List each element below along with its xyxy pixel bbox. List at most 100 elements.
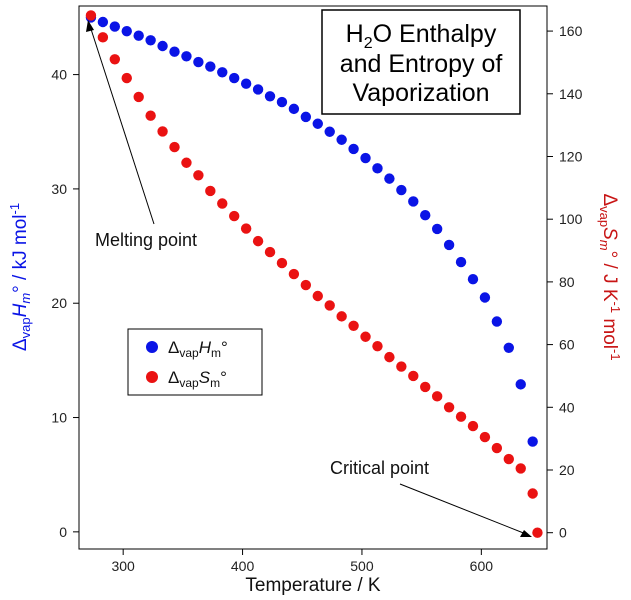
enthalpy-point bbox=[133, 30, 144, 41]
enthalpy-point bbox=[300, 111, 312, 123]
y-right-tick-label: 100 bbox=[559, 211, 583, 227]
legend: ΔvapHm° ΔvapSm° bbox=[127, 328, 263, 396]
enthalpy-point bbox=[205, 61, 216, 72]
annotation-melting-point-label: Melting point bbox=[95, 230, 197, 250]
x-tick-label: 500 bbox=[350, 558, 374, 574]
entropy-point bbox=[420, 381, 431, 393]
x-tick-label: 400 bbox=[231, 558, 255, 574]
enthalpy-point bbox=[455, 256, 467, 268]
chart-title-line1: H2O Enthalpy bbox=[346, 20, 497, 52]
y-right-tick-label: 160 bbox=[559, 23, 583, 39]
y-right-tick-label: 40 bbox=[559, 399, 575, 415]
entropy-point bbox=[324, 300, 335, 311]
entropy-point bbox=[408, 370, 419, 382]
enthalpy-point bbox=[145, 35, 156, 46]
enthalpy-point bbox=[467, 274, 479, 285]
y-left-tick-label: 30 bbox=[51, 181, 67, 197]
entropy-point bbox=[276, 257, 288, 269]
plot-frame bbox=[78, 5, 548, 550]
entropy-point bbox=[193, 170, 204, 181]
enthalpy-point bbox=[121, 25, 132, 37]
y-right-tick-label: 20 bbox=[559, 462, 575, 478]
enthalpy-point bbox=[276, 96, 288, 108]
chart-title-box: H2O Enthalpy and Entropy of Vaporization bbox=[321, 9, 521, 115]
entropy-point bbox=[252, 235, 264, 247]
y-left-axis-label: ΔvapHm° / kJ mol-1 bbox=[7, 203, 33, 351]
enthalpy-point bbox=[169, 46, 180, 57]
x-tick-label: 600 bbox=[470, 558, 494, 574]
y-right-tick-label: 120 bbox=[559, 148, 583, 164]
enthalpy-point bbox=[408, 196, 419, 207]
legend-label-entropy: ΔvapSm° bbox=[168, 368, 227, 390]
enthalpy-point bbox=[431, 223, 443, 235]
enthalpy-point bbox=[420, 209, 431, 221]
y-right-axis-ticks: 0 20 40 60 80 100 120 140 160 bbox=[547, 23, 583, 541]
enthalpy-point bbox=[360, 152, 371, 164]
entropy-point bbox=[97, 32, 109, 43]
entropy-point bbox=[229, 210, 240, 222]
entropy-point bbox=[240, 223, 252, 234]
enthalpy-point bbox=[229, 72, 240, 84]
legend-marker-entropy bbox=[146, 371, 158, 383]
enthalpy-point bbox=[252, 84, 264, 95]
series-enthalpy bbox=[85, 12, 538, 447]
enthalpy-point bbox=[109, 21, 121, 32]
x-tick-label: 300 bbox=[111, 558, 135, 574]
chart-title-line3: Vaporization bbox=[352, 79, 489, 107]
y-right-tick-label: 60 bbox=[559, 337, 575, 353]
x-axis-ticks: 300 400 500 600 bbox=[111, 549, 493, 574]
entropy-point bbox=[527, 488, 538, 499]
series-entropy bbox=[85, 10, 543, 538]
enthalpy-point bbox=[443, 239, 455, 251]
entropy-point bbox=[133, 91, 144, 103]
enthalpy-point bbox=[288, 103, 300, 115]
enthalpy-point bbox=[503, 342, 514, 354]
enthalpy-point bbox=[193, 56, 204, 68]
enthalpy-point bbox=[527, 436, 538, 447]
enthalpy-point bbox=[240, 78, 252, 89]
enthalpy-point bbox=[312, 118, 323, 129]
x-axis-label: Temperature / K bbox=[245, 575, 380, 596]
entropy-point bbox=[169, 141, 180, 153]
enthalpy-point bbox=[336, 134, 347, 145]
entropy-point bbox=[109, 54, 121, 65]
chart-title-line2: and Entropy of bbox=[340, 50, 503, 78]
entropy-point bbox=[467, 420, 479, 432]
y-right-tick-label: 0 bbox=[559, 525, 567, 541]
entropy-point bbox=[479, 431, 491, 443]
y-right-tick-label: 80 bbox=[559, 274, 575, 290]
enthalpy-point bbox=[479, 292, 491, 303]
enthalpy-point bbox=[97, 16, 109, 28]
annotation-critical-point-label: Critical point bbox=[330, 458, 429, 478]
entropy-point bbox=[181, 157, 192, 168]
enthalpy-point bbox=[157, 40, 168, 52]
entropy-point bbox=[503, 453, 514, 465]
entropy-point bbox=[515, 463, 526, 474]
entropy-point bbox=[396, 361, 407, 372]
entropy-point bbox=[288, 268, 300, 280]
enthalpy-point bbox=[384, 173, 395, 184]
entropy-point bbox=[145, 110, 156, 121]
y-right-tick-label: 140 bbox=[559, 86, 583, 102]
entropy-point bbox=[431, 391, 443, 402]
enthalpy-point bbox=[396, 184, 407, 196]
enthalpy-point bbox=[372, 163, 383, 174]
legend-marker-enthalpy bbox=[146, 341, 158, 353]
enthalpy-point bbox=[181, 51, 192, 62]
entropy-point bbox=[157, 126, 168, 137]
y-left-tick-label: 20 bbox=[51, 295, 67, 311]
enthalpy-point bbox=[491, 316, 503, 327]
enthalpy-point bbox=[348, 143, 359, 155]
entropy-point bbox=[372, 340, 383, 352]
entropy-point bbox=[205, 185, 216, 197]
entropy-point bbox=[121, 72, 132, 84]
enthalpy-point bbox=[324, 126, 335, 137]
entropy-point bbox=[336, 311, 347, 322]
entropy-point bbox=[85, 10, 97, 21]
enthalpy-point bbox=[264, 91, 276, 102]
entropy-point bbox=[312, 290, 323, 302]
entropy-point bbox=[264, 246, 276, 258]
annotation-critical-point: Critical point bbox=[330, 458, 532, 537]
entropy-point bbox=[491, 442, 503, 454]
legend-label-enthalpy: ΔvapHm° bbox=[168, 338, 228, 360]
